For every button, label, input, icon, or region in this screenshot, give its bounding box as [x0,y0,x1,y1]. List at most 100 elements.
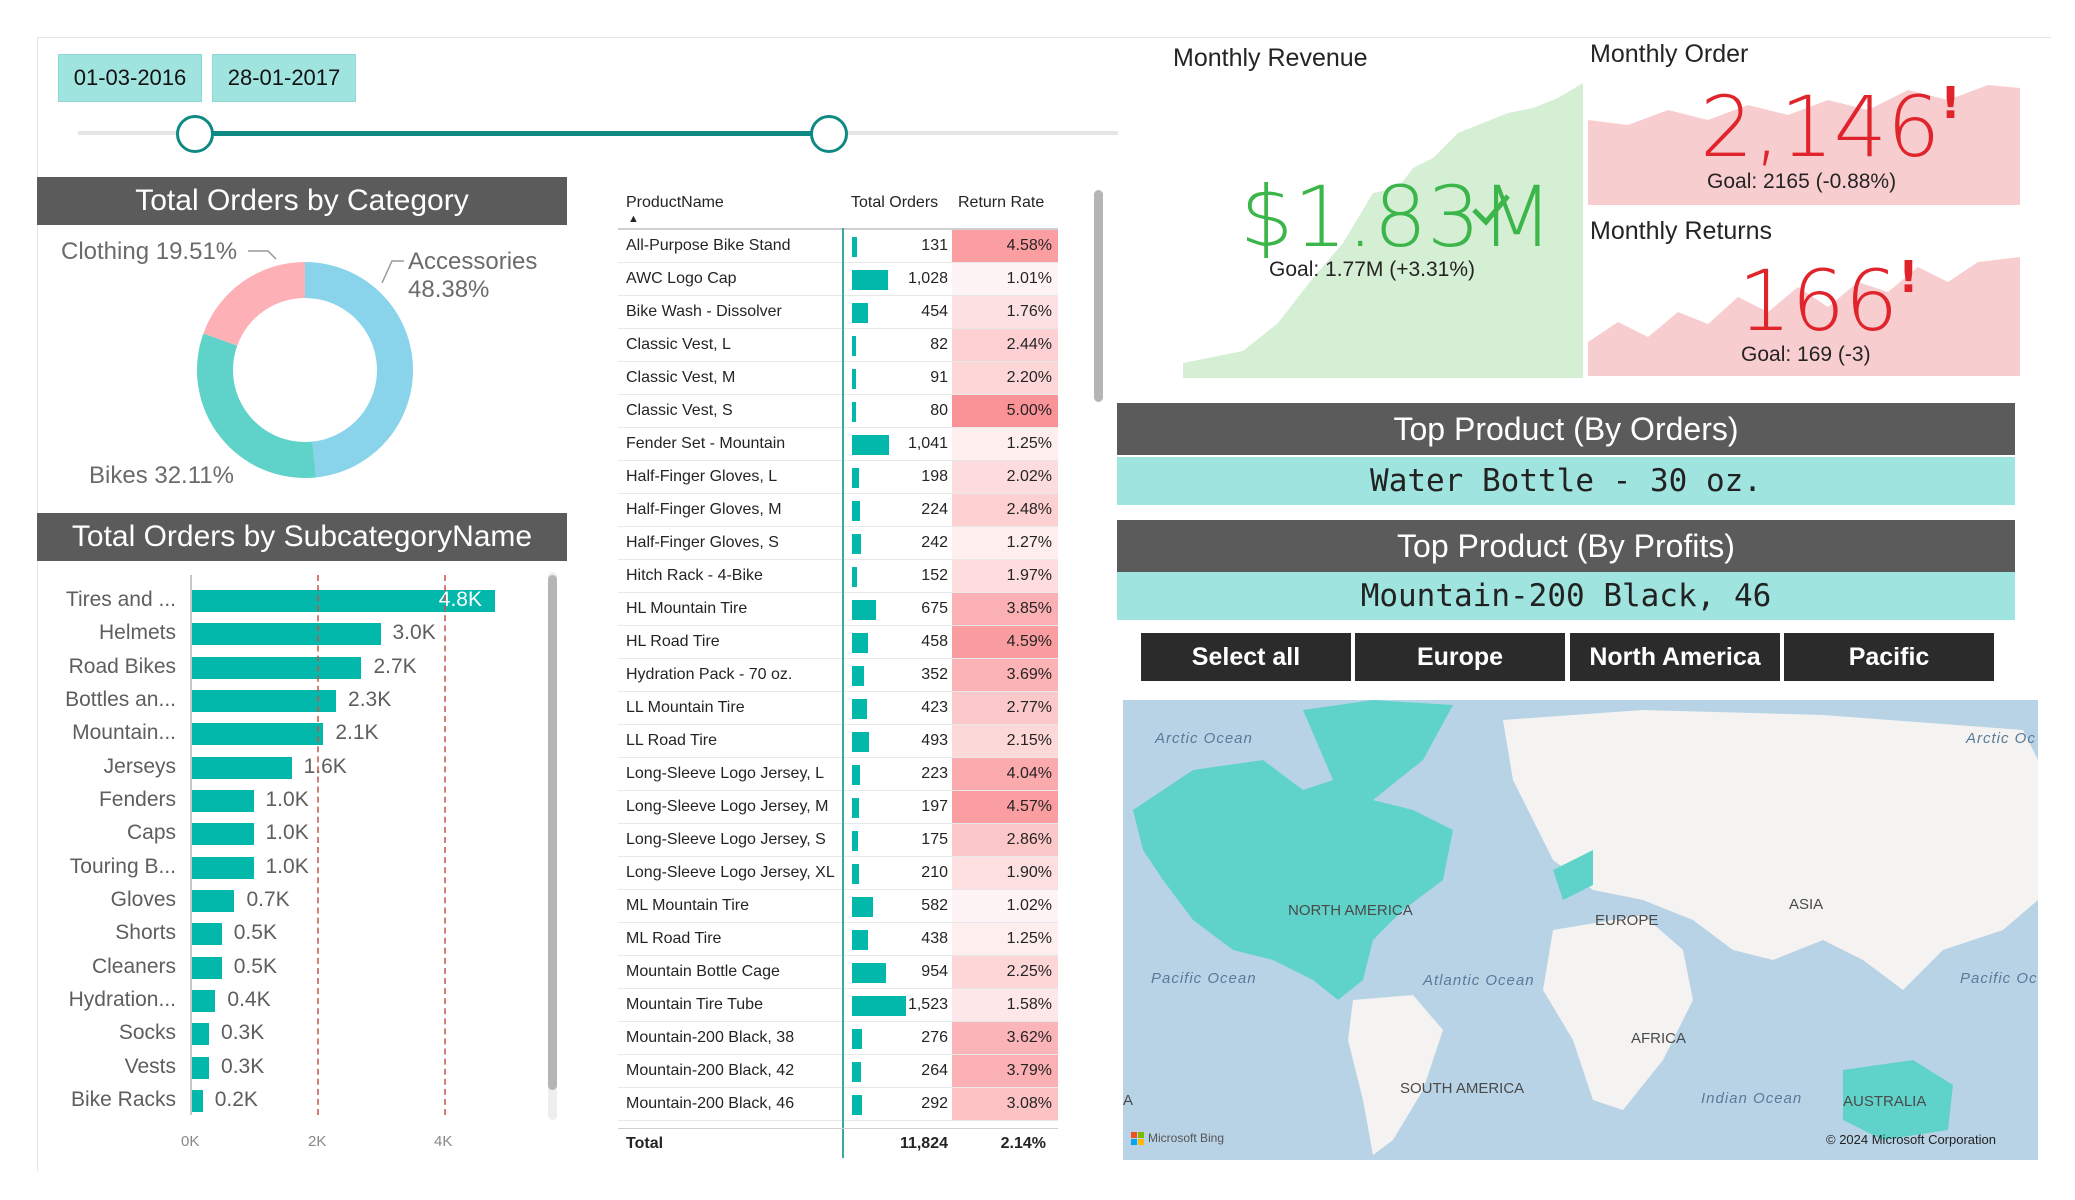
subcategory-bar[interactable] [190,756,292,779]
subcategory-bar[interactable] [190,789,254,812]
sort-ascending-icon[interactable]: ▲ [628,213,639,225]
table-row[interactable]: Hydration Pack - 70 oz. 352 3.69% [618,659,1058,692]
orders-data-bar [852,1029,862,1049]
subcategory-bar[interactable] [190,856,254,879]
total-orders-cell: 82 [930,336,948,353]
table-row[interactable]: ML Road Tire 438 1.25% [618,923,1058,956]
donut-slice-bikes[interactable] [197,333,316,478]
subcategory-bar[interactable] [190,623,381,646]
donut-label-bikes: Bikes 32.11% [89,462,234,489]
subcategory-value-label: 2.1K [335,721,379,745]
table-row[interactable]: Fender Set - Mountain 1,041 1.25% [618,428,1058,461]
subcategory-bar[interactable] [190,1089,203,1112]
table-row[interactable]: Long-Sleeve Logo Jersey, XL 210 1.90% [618,857,1058,890]
check-icon [1472,194,1510,226]
orders-data-bar [852,963,886,983]
table-row[interactable]: Mountain-200 Black, 46 292 3.08% [618,1088,1058,1121]
table-row[interactable]: HL Road Tire 458 4.59% [618,626,1058,659]
x-axis-zero-line [190,575,192,1115]
donut-slice-clothing[interactable] [203,262,305,346]
date-slider-end-handle[interactable] [810,115,848,153]
subcategory-label: Bottles an... [65,687,176,711]
subcategory-label: Shorts [115,921,176,945]
return-rate-cell: 5.00% [952,395,1058,427]
region-select-all-button[interactable]: Select all [1141,633,1351,681]
subcategory-value-label: 1.6K [303,754,347,778]
product-name-cell: Classic Vest, S [626,402,733,419]
table-row[interactable]: Mountain Bottle Cage 954 2.25% [618,956,1058,989]
region-north-america-button[interactable]: North America [1570,633,1780,681]
donut-slice-accessories[interactable] [305,262,414,478]
subcategory-bar[interactable] [190,590,495,612]
subcategory-bar[interactable] [190,1056,210,1079]
subcategory-bar[interactable] [190,823,254,846]
product-name-cell: Long-Sleeve Logo Jersey, M [626,798,829,815]
table-row[interactable]: Long-Sleeve Logo Jersey, S 175 2.86% [618,824,1058,857]
product-name-cell: Hitch Rack - 4-Bike [626,567,763,584]
col-header-return-rate[interactable]: Return Rate [958,194,1045,211]
subcategory-value-label: 1.0K [265,787,309,811]
table-row[interactable]: All-Purpose Bike Stand 131 4.58% [618,230,1058,263]
product-name-cell: Mountain Bottle Cage [626,963,780,980]
total-orders-cell: 276 [921,1029,948,1046]
table-row[interactable]: Half-Finger Gloves, M 224 2.48% [618,494,1058,527]
table-row[interactable]: Half-Finger Gloves, L 198 2.02% [618,461,1058,494]
region-pacific-button[interactable]: Pacific [1784,633,1994,681]
category-chart-title: Total Orders by Category [37,177,567,225]
total-orders: 11,824 [899,1135,948,1152]
table-row[interactable]: Mountain-200 Black, 38 276 3.62% [618,1022,1058,1055]
start-date-box[interactable]: 01-03-2016 [58,54,202,102]
orders-data-bar [852,501,860,521]
table-row[interactable]: LL Mountain Tire 423 2.77% [618,692,1058,725]
table-row[interactable]: LL Road Tire 493 2.15% [618,725,1058,758]
table-row[interactable]: Bike Wash - Dissolver 454 1.76% [618,296,1058,329]
col-header-product[interactable]: ProductName [626,194,724,211]
map-label-africa: AFRICA [1631,1030,1687,1047]
end-date-box[interactable]: 28-01-2017 [212,54,356,102]
orders-data-bar [852,633,869,653]
date-slider-start-handle[interactable] [176,115,214,153]
product-name-cell: Fender Set - Mountain [626,435,786,452]
table-row[interactable]: HL Mountain Tire 675 3.85% [618,593,1058,626]
return-rate-cell: 2.44% [952,329,1058,361]
total-orders-cell: 242 [921,534,948,551]
table-row[interactable]: Mountain-200 Black, 42 264 3.79% [618,1055,1058,1088]
subcategory-value-label: 0.3K [221,1054,265,1078]
total-orders-cell: 223 [921,765,948,782]
table-row[interactable]: Half-Finger Gloves, S 242 1.27% [618,527,1058,560]
orders-data-bar [852,336,856,356]
subcategory-bar[interactable] [190,889,235,912]
col-header-orders[interactable]: Total Orders [851,194,939,211]
table-row[interactable]: Classic Vest, L 82 2.44% [618,329,1058,362]
return-rate-cell: 1.90% [952,857,1058,889]
table-row[interactable]: ML Mountain Tire 582 1.02% [618,890,1058,923]
table-row[interactable]: Long-Sleeve Logo Jersey, M 197 4.57% [618,791,1058,824]
subcategory-bar[interactable] [190,956,222,979]
subcategory-value-label: 0.5K [233,954,277,978]
table-row[interactable]: Classic Vest, S 80 5.00% [618,395,1058,428]
map-label-edge: A [1123,1092,1134,1109]
sales-map[interactable]: Arctic Ocean Arctic Oc Pacific Ocean Pac… [1123,700,2038,1160]
subcategory-bar[interactable] [190,989,216,1012]
total-orders-cell: 352 [921,666,948,683]
map-copyright: © 2024 Microsoft Corporation [1826,1132,1996,1147]
subcategory-bar[interactable] [190,923,222,946]
table-row[interactable]: AWC Logo Cap 1,028 1.01% [618,263,1058,296]
table-row[interactable]: Hitch Rack - 4-Bike 152 1.97% [618,560,1058,593]
region-europe-button[interactable]: Europe [1355,633,1565,681]
subcategory-bar[interactable] [190,656,362,679]
subcategory-bar[interactable] [190,723,324,746]
product-name-cell: Long-Sleeve Logo Jersey, L [626,765,825,782]
subcategory-bar[interactable] [190,689,337,712]
orders-data-bar [852,897,873,917]
subcategory-bar[interactable] [190,1023,210,1046]
subcategory-label: Hydration... [68,987,176,1011]
subcategory-scrollbar-thumb[interactable] [548,575,557,1090]
report-canvas [37,37,2051,1171]
table-row[interactable]: Long-Sleeve Logo Jersey, L 223 4.04% [618,758,1058,791]
category-donut[interactable] [190,255,420,485]
table-row[interactable]: Classic Vest, M 91 2.20% [618,362,1058,395]
table-row[interactable]: Mountain Tire Tube 1,523 1.58% [618,989,1058,1022]
product-name-cell: AWC Logo Cap [626,270,737,287]
table-scrollbar-thumb[interactable] [1094,190,1103,402]
